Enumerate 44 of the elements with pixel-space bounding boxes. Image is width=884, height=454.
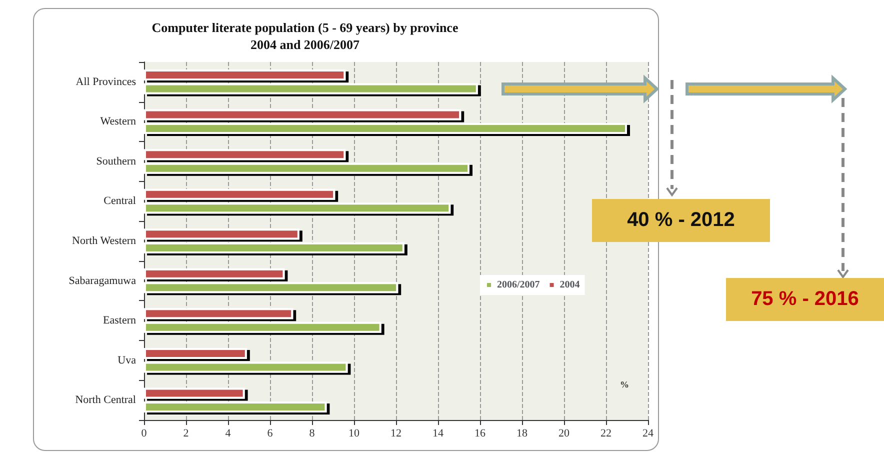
bar [144,282,398,294]
y-tick-label: Western [100,116,136,128]
bar [144,362,348,373]
x-tick-label: 18 [516,428,528,440]
x-tick-label: 24 [642,428,654,440]
bar [144,268,285,280]
bar [144,242,404,254]
x-tick-label: 20 [558,428,570,440]
x-tick-label: 8 [309,428,316,440]
x-tick-label: 6 [267,428,274,440]
x-tick-label: 22 [600,428,612,440]
bar [144,162,470,174]
bar [144,388,245,399]
y-tick-label: Southern [96,155,136,168]
bar [144,70,346,81]
y-tick-label: North Western [72,235,136,247]
x-tick-label: 12 [390,428,402,440]
bar [144,228,300,240]
legend-label: 2006/2007 [497,280,540,290]
bar [144,188,336,200]
x-tick-label: 4 [225,428,232,440]
y-tick-label: All Provinces [76,76,136,88]
x-tick-label: 2 [183,428,189,440]
bar [144,123,627,134]
y-tick-label: Sabaragamuwa [68,274,136,287]
bar [144,109,462,120]
bar [144,401,327,412]
x-tick-label: 0 [141,428,148,440]
bar [144,202,451,214]
y-tick-label: Eastern [103,314,136,327]
bar [144,322,382,333]
bar [144,348,247,359]
x-tick-label: 16 [474,428,486,440]
annotation: % [620,380,629,390]
y-tick-label: Uva [118,354,136,366]
bar [144,83,478,94]
chart-title: Computer literate population (5 - 69 years) by province 2004 and 2006/2007 [152,20,458,52]
y-tick-label: North Central [75,394,136,406]
x-tick-label: 14 [432,428,444,440]
x-tick-label: 10 [348,428,360,440]
legend-label: 2004 [560,280,580,290]
bar [144,308,294,320]
bar [144,149,346,160]
y-tick-label: Central [104,195,136,208]
